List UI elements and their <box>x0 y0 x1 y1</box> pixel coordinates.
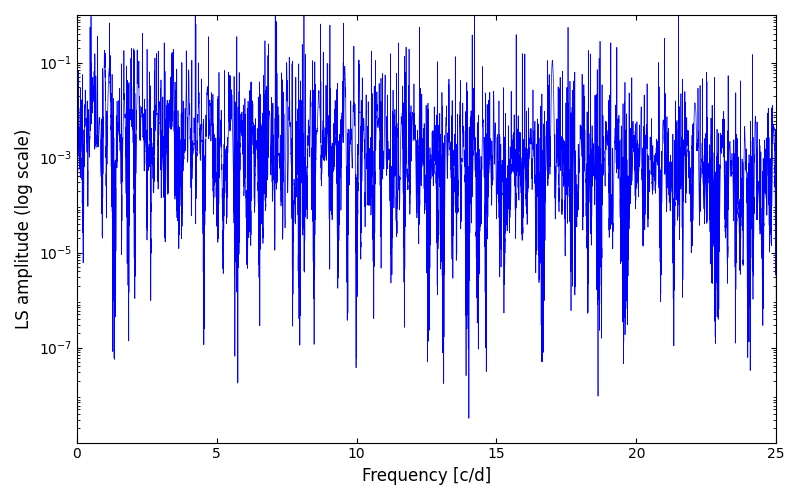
Y-axis label: LS amplitude (log scale): LS amplitude (log scale) <box>15 128 33 329</box>
X-axis label: Frequency [c/d]: Frequency [c/d] <box>362 467 491 485</box>
